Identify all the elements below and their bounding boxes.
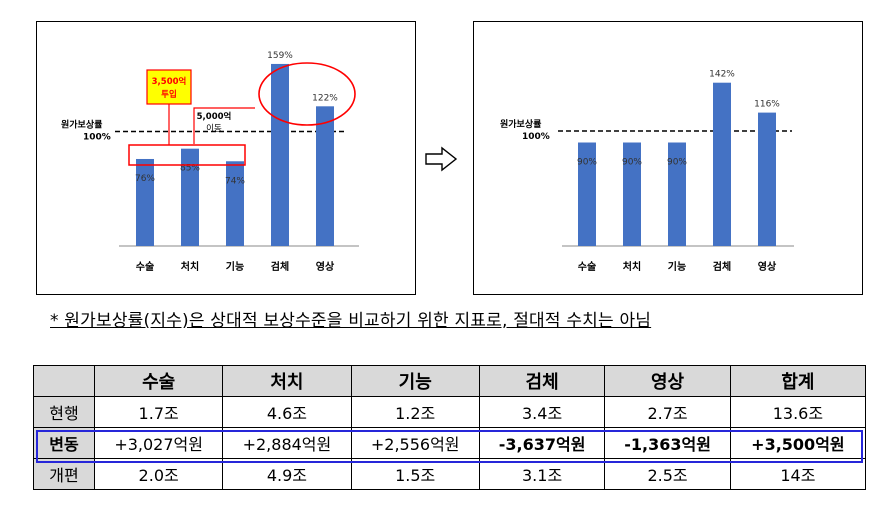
category-label: 기능: [668, 260, 686, 273]
right-arrow-icon: [424, 146, 458, 176]
chart-revised-panel: 원가보상률 100% 90% 수술 90% 처치 90% 기능 142% 검체 116% 영상: [473, 21, 863, 295]
table-cell: 2.5조: [604, 458, 731, 490]
reference-label: 100%: [522, 132, 550, 142]
table-cell: 4.6조: [222, 396, 352, 428]
value-label: 85%: [180, 164, 200, 174]
table-header-cell: [33, 365, 95, 397]
category-label: 영상: [316, 260, 335, 273]
chart-current: 원가보상률 100% 76% 수술 85% 처치 74% 기능 159% 검체 122% 영상 3,5…: [61, 51, 359, 273]
bar-검체: [271, 63, 289, 246]
table-cell: +2,556억원: [350, 427, 480, 459]
table-row: 변동 +3,027억원 +2,884억원 +2,556억원 -3,637억원 -…: [33, 427, 867, 459]
table-row: 개편 2.0조 4.9조 1.5조 3.1조 2.5조 14조: [33, 458, 867, 490]
table-header-cell: 합계: [729, 365, 867, 397]
table-cell: 2.0조: [93, 458, 224, 490]
table-row: 현행 1.7조 4.6조 1.2조 3.4조 2.7조 13.6조: [33, 396, 867, 428]
reference-label: 100%: [83, 133, 111, 143]
shift-label: 이동: [206, 123, 222, 134]
surplus-highlight-ellipse: [258, 62, 356, 126]
injection-callout-text: 투입: [161, 89, 177, 100]
category-label: 기능: [226, 260, 244, 273]
table-cell: 1.5조: [350, 458, 480, 490]
value-label: 116%: [754, 100, 780, 110]
footnote: * 원가보상률(지수)은 상대적 보상수준을 비교하기 위한 지표로, 절대적 …: [50, 311, 652, 331]
gap-highlight-box: [128, 144, 246, 166]
row-label: 현행: [33, 396, 95, 428]
table-header-cell: 처치: [222, 365, 352, 397]
shift-connector: [193, 107, 255, 144]
category-label: 수술: [578, 260, 596, 273]
category-label: 검체: [713, 260, 731, 273]
value-label: 76%: [135, 174, 155, 184]
table-cell: 3.4조: [478, 396, 606, 428]
bar-처치: [181, 148, 199, 246]
table-cell: 14조: [729, 458, 867, 490]
table-cell: 3.1조: [478, 458, 606, 490]
table-cell: 1.2조: [350, 396, 480, 428]
table-cell: 1.7조: [93, 396, 224, 428]
table-header-cell: 기능: [350, 365, 480, 397]
table-header-row: 수술 처치 기능 검체 영상 합계: [33, 365, 867, 397]
reference-label: 원가보상률: [61, 119, 102, 131]
reference-label: 원가보상률: [500, 118, 541, 130]
category-label: 영상: [758, 260, 777, 273]
category-label: 처치: [181, 260, 199, 273]
bar-처치: [623, 142, 641, 246]
bar-수술: [136, 158, 154, 246]
table-cell: 13.6조: [729, 396, 867, 428]
value-label: 122%: [312, 93, 338, 103]
row-label: 개편: [33, 458, 95, 490]
chart-revised: 원가보상률 100% 90% 수술 90% 처치 90% 기능 142% 검체 116% 영상: [500, 70, 794, 273]
bar-수술: [578, 142, 596, 246]
injection-callout-text: 3,500억: [152, 76, 187, 87]
table-cell: 2.7조: [604, 396, 731, 428]
table-cell: +3,027억원: [93, 427, 224, 459]
value-label: 159%: [267, 51, 293, 61]
bar-영상: [758, 112, 776, 246]
bar-영상: [316, 106, 334, 246]
value-label: 90%: [577, 158, 597, 168]
table-cell: -3,637억원: [478, 427, 606, 459]
table-cell: -1,363억원: [604, 427, 731, 459]
value-label: 90%: [622, 158, 642, 168]
table-cell: 4.9조: [222, 458, 352, 490]
row-label: 변동: [33, 427, 95, 459]
bar-기능: [668, 142, 686, 246]
table-header-cell: 검체: [478, 365, 606, 397]
table-header-cell: 영상: [604, 365, 731, 397]
table-cell: +2,884억원: [222, 427, 352, 459]
chart-current-panel: 원가보상률 100% 76% 수술 85% 처치 74% 기능 159% 검체 122% 영상 3,5…: [36, 21, 416, 295]
bar-기능: [226, 161, 244, 246]
category-label: 수술: [136, 260, 154, 273]
shift-label: 5,000억: [197, 111, 232, 122]
value-label: 74%: [225, 176, 245, 186]
value-label: 90%: [667, 158, 687, 168]
value-label: 142%: [709, 70, 735, 80]
table-header-cell: 수술: [93, 365, 224, 397]
bar-검체: [713, 82, 731, 246]
injection-callout: [146, 69, 192, 105]
table-cell: +3,500억원: [729, 427, 867, 459]
summary-table: 수술 처치 기능 검체 영상 합계 현행 1.7조 4.6조 1.2조 3.4조…: [33, 365, 867, 490]
category-label: 검체: [271, 260, 289, 273]
category-label: 처치: [623, 260, 641, 273]
